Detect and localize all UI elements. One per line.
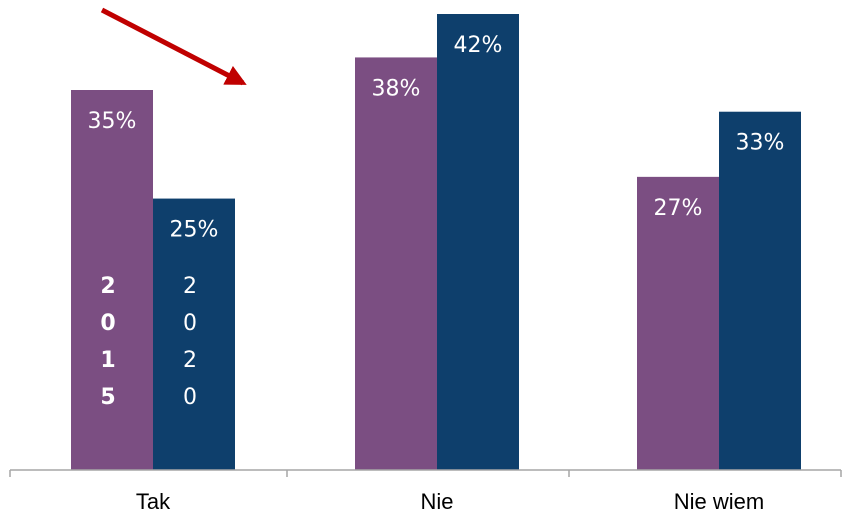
bar-tak-2020 (153, 198, 235, 471)
bar-nie-wiem-2015 (637, 176, 719, 470)
value-label-nie-2020: 42% (454, 33, 503, 58)
value-label-tak-2020: 25% (170, 218, 219, 243)
category-label-nie: Nie (420, 489, 453, 514)
annotation-arrow (100, 7, 247, 86)
series-name-char-2015-0: 2 (100, 274, 115, 299)
series-name-char-2015-3: 5 (100, 385, 115, 410)
category-label-tak: Tak (136, 489, 171, 514)
series-name-labels: 2 0 1 5 2 0 2 0 (100, 274, 197, 410)
value-labels-layer: 35% 25% 38% 42% 27% 33% (88, 33, 785, 243)
value-label-tak-2015: 35% (88, 109, 137, 134)
series-name-char-2020-1: 0 (183, 311, 197, 336)
series-name-char-2020-2: 2 (183, 348, 197, 373)
x-axis-category-labels: Tak Nie Nie wiem (136, 489, 764, 514)
bar-nie-wiem-2020 (719, 111, 801, 470)
series-name-char-2015-2: 1 (100, 348, 115, 373)
series-name-char-2020-0: 2 (183, 274, 197, 299)
value-label-nie-2015: 38% (372, 76, 421, 101)
value-label-nie-wiem-2015: 27% (654, 196, 703, 221)
bars-layer (71, 14, 801, 471)
bar-tak-2015 (71, 90, 153, 470)
category-label-nie-wiem: Nie wiem (674, 489, 764, 514)
value-label-nie-wiem-2020: 33% (736, 131, 785, 156)
x-axis-ticks (9, 470, 842, 477)
bar-nie-2015 (355, 57, 437, 471)
series-name-char-2020-3: 0 (183, 385, 197, 410)
series-name-char-2015-1: 0 (100, 311, 115, 336)
bar-nie-2020 (437, 14, 519, 470)
